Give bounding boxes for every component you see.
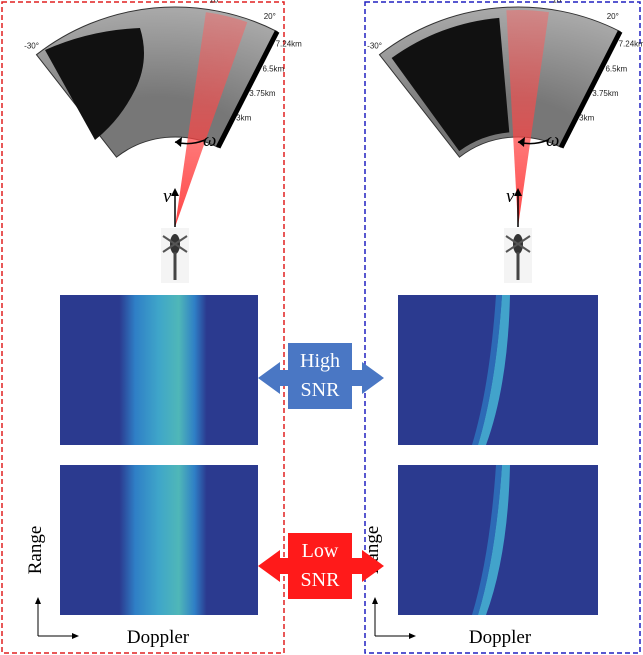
angle-label: 10° <box>209 0 221 5</box>
omega-label: ω <box>546 130 559 151</box>
omega-label: ω <box>203 130 216 151</box>
arrow-text: Low <box>302 540 339 562</box>
y-axis-label: Range <box>25 526 46 575</box>
angle-label: -30° <box>367 41 382 50</box>
angle-label: 20° <box>607 12 619 21</box>
range-label: 3km <box>236 114 251 123</box>
rotation-arrowhead <box>175 137 182 147</box>
range-label: 3km <box>579 114 594 123</box>
axis-x-head <box>409 633 416 639</box>
axis-y-head <box>372 597 378 604</box>
angle-label: -30° <box>24 41 39 50</box>
spectrogram <box>60 295 258 445</box>
range-label: 6.5km <box>605 64 627 73</box>
range-label: 7.24km <box>619 40 643 49</box>
velocity-label: v <box>506 186 515 207</box>
arrow-text: High <box>300 350 340 372</box>
x-axis-label: Doppler <box>127 627 190 648</box>
arrow-text: SNR <box>301 569 341 591</box>
angle-label: 0° <box>502 0 510 1</box>
velocity-arrowhead <box>171 188 179 196</box>
axis-y-head <box>35 597 41 604</box>
x-axis-label: Doppler <box>469 627 532 648</box>
range-label: 3.75km <box>249 89 276 98</box>
angle-label: 0° <box>159 0 167 1</box>
spectrogram <box>60 465 258 615</box>
diagram: -30° 0° 10° 20° 7.24km 6.5km 3.75km 3km ω v Range D… <box>0 0 643 655</box>
arrow-text: SNR <box>301 379 341 401</box>
range-label: 6.5km <box>262 64 284 73</box>
angle-label: 10° <box>552 0 564 5</box>
axis-x-head <box>72 633 79 639</box>
range-label: 7.24km <box>276 40 303 49</box>
angle-label: 20° <box>264 12 276 21</box>
high-snr-arrow: High SNR <box>258 343 384 409</box>
velocity-label: v <box>163 186 172 207</box>
range-label: 3.75km <box>592 89 619 98</box>
